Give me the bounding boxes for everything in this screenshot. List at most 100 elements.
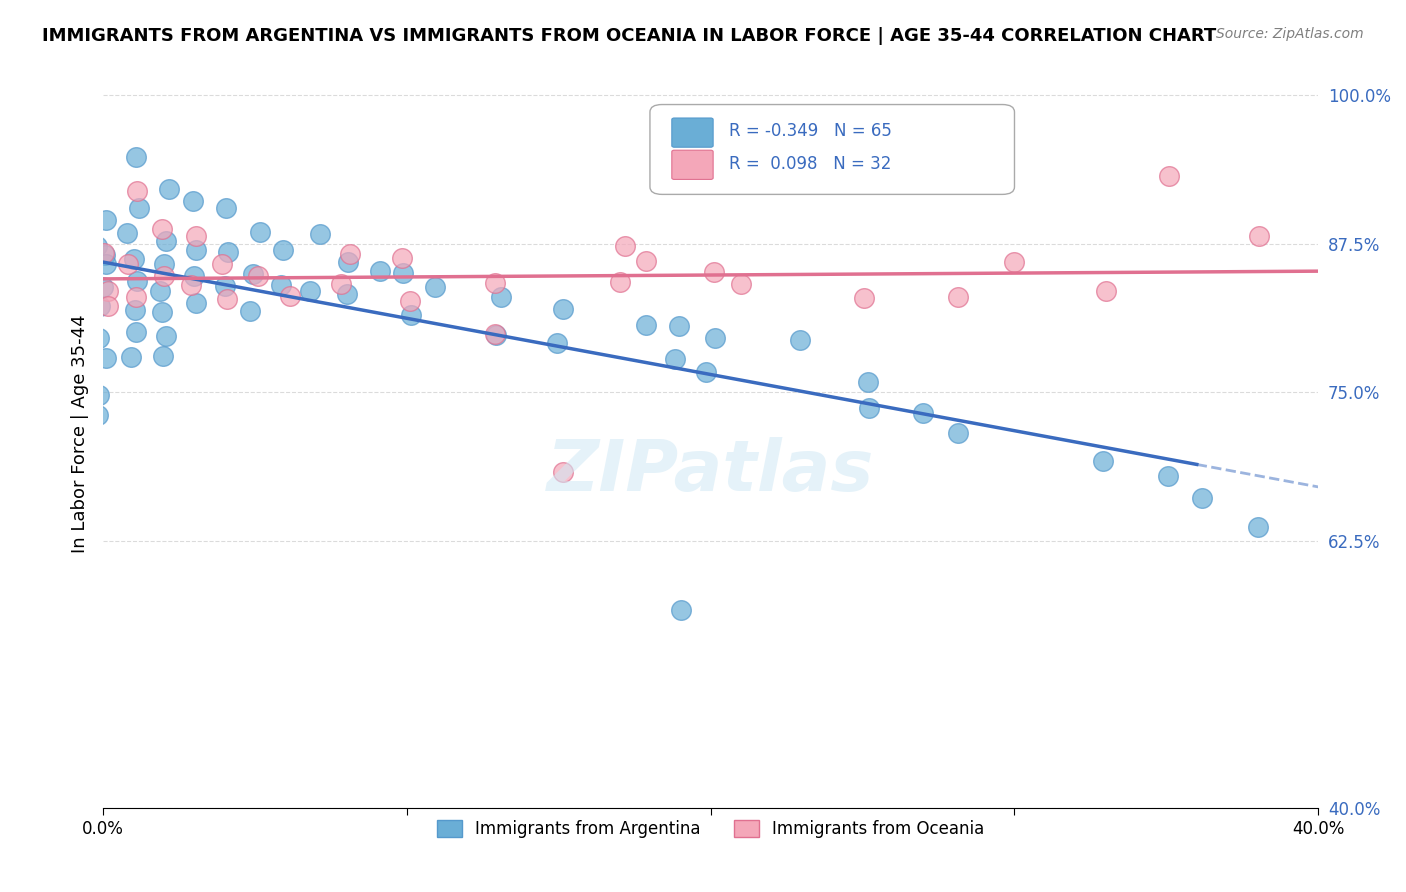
Point [148, 284, 170, 298]
Point [489, 289, 512, 303]
Point [546, 335, 568, 350]
Point [117, 227, 139, 241]
Point [94, 248, 117, 262]
Point [155, 329, 177, 343]
Point [152, 349, 174, 363]
Point [1249, 229, 1271, 244]
Point [97, 284, 120, 298]
Point [150, 304, 173, 318]
Point [634, 253, 657, 268]
Point [609, 275, 631, 289]
Text: R =  0.098   N = 32: R = 0.098 N = 32 [728, 155, 891, 173]
Point [239, 304, 262, 318]
Point [117, 257, 139, 271]
Point [127, 184, 149, 198]
Point [1191, 491, 1213, 506]
Point [946, 425, 969, 440]
Text: Source: ZipAtlas.com: Source: ZipAtlas.com [1216, 27, 1364, 41]
Point [186, 229, 208, 244]
Point [184, 243, 207, 257]
Point [308, 227, 330, 241]
Point [336, 287, 359, 301]
Point [278, 289, 301, 303]
Point [1091, 454, 1114, 468]
FancyBboxPatch shape [672, 118, 713, 147]
Text: ZIPatlas: ZIPatlas [547, 437, 875, 506]
Point [370, 264, 392, 278]
Point [703, 331, 725, 345]
Point [93, 245, 115, 260]
Point [911, 406, 934, 420]
Point [270, 277, 292, 292]
Point [1247, 520, 1270, 534]
Point [671, 603, 693, 617]
FancyBboxPatch shape [650, 104, 1015, 194]
Point [125, 325, 148, 339]
Point [94, 257, 117, 271]
Point [96, 351, 118, 365]
Point [336, 255, 359, 269]
Point [695, 366, 717, 380]
Point [853, 291, 876, 305]
Point [391, 251, 413, 265]
Point [215, 202, 238, 216]
Point [214, 278, 236, 293]
Point [89, 299, 111, 313]
Point [1157, 169, 1180, 183]
Point [858, 401, 880, 415]
Point [789, 333, 811, 347]
Point [128, 201, 150, 215]
Point [247, 269, 270, 284]
Point [127, 274, 149, 288]
Point [703, 264, 725, 278]
Point [153, 257, 176, 271]
FancyBboxPatch shape [672, 150, 713, 179]
Point [1002, 254, 1025, 268]
Point [399, 308, 422, 322]
Y-axis label: In Labor Force | Age 35-44: In Labor Force | Age 35-44 [72, 315, 89, 553]
Point [157, 182, 180, 196]
Point [329, 277, 352, 292]
Point [180, 277, 202, 292]
Point [122, 252, 145, 266]
Point [249, 225, 271, 239]
Point [634, 318, 657, 333]
Legend: Immigrants from Argentina, Immigrants from Oceania: Immigrants from Argentina, Immigrants fr… [430, 814, 991, 845]
Point [392, 266, 415, 280]
Point [946, 290, 969, 304]
Point [668, 319, 690, 334]
Point [87, 387, 110, 401]
Point [155, 234, 177, 248]
Point [124, 303, 146, 318]
Point [339, 247, 361, 261]
Point [211, 257, 233, 271]
Point [553, 465, 575, 479]
Text: R = -0.349   N = 65: R = -0.349 N = 65 [728, 122, 891, 140]
Point [614, 239, 637, 253]
Point [1156, 469, 1178, 483]
Point [97, 299, 120, 313]
Point [856, 375, 879, 389]
Point [183, 268, 205, 283]
Point [217, 292, 239, 306]
Point [125, 290, 148, 304]
Point [217, 244, 239, 259]
Point [184, 295, 207, 310]
Point [153, 268, 176, 283]
Point [120, 350, 142, 364]
Point [125, 149, 148, 163]
Point [484, 276, 506, 290]
Point [399, 294, 422, 309]
Point [183, 194, 205, 209]
Point [89, 331, 111, 345]
Point [91, 280, 114, 294]
Point [96, 212, 118, 227]
Point [86, 238, 108, 252]
Point [152, 222, 174, 236]
Point [271, 243, 294, 257]
Point [484, 327, 506, 342]
Point [730, 277, 752, 291]
Point [1094, 284, 1116, 298]
Text: IMMIGRANTS FROM ARGENTINA VS IMMIGRANTS FROM OCEANIA IN LABOR FORCE | AGE 35-44 : IMMIGRANTS FROM ARGENTINA VS IMMIGRANTS … [42, 27, 1216, 45]
Point [299, 284, 322, 298]
